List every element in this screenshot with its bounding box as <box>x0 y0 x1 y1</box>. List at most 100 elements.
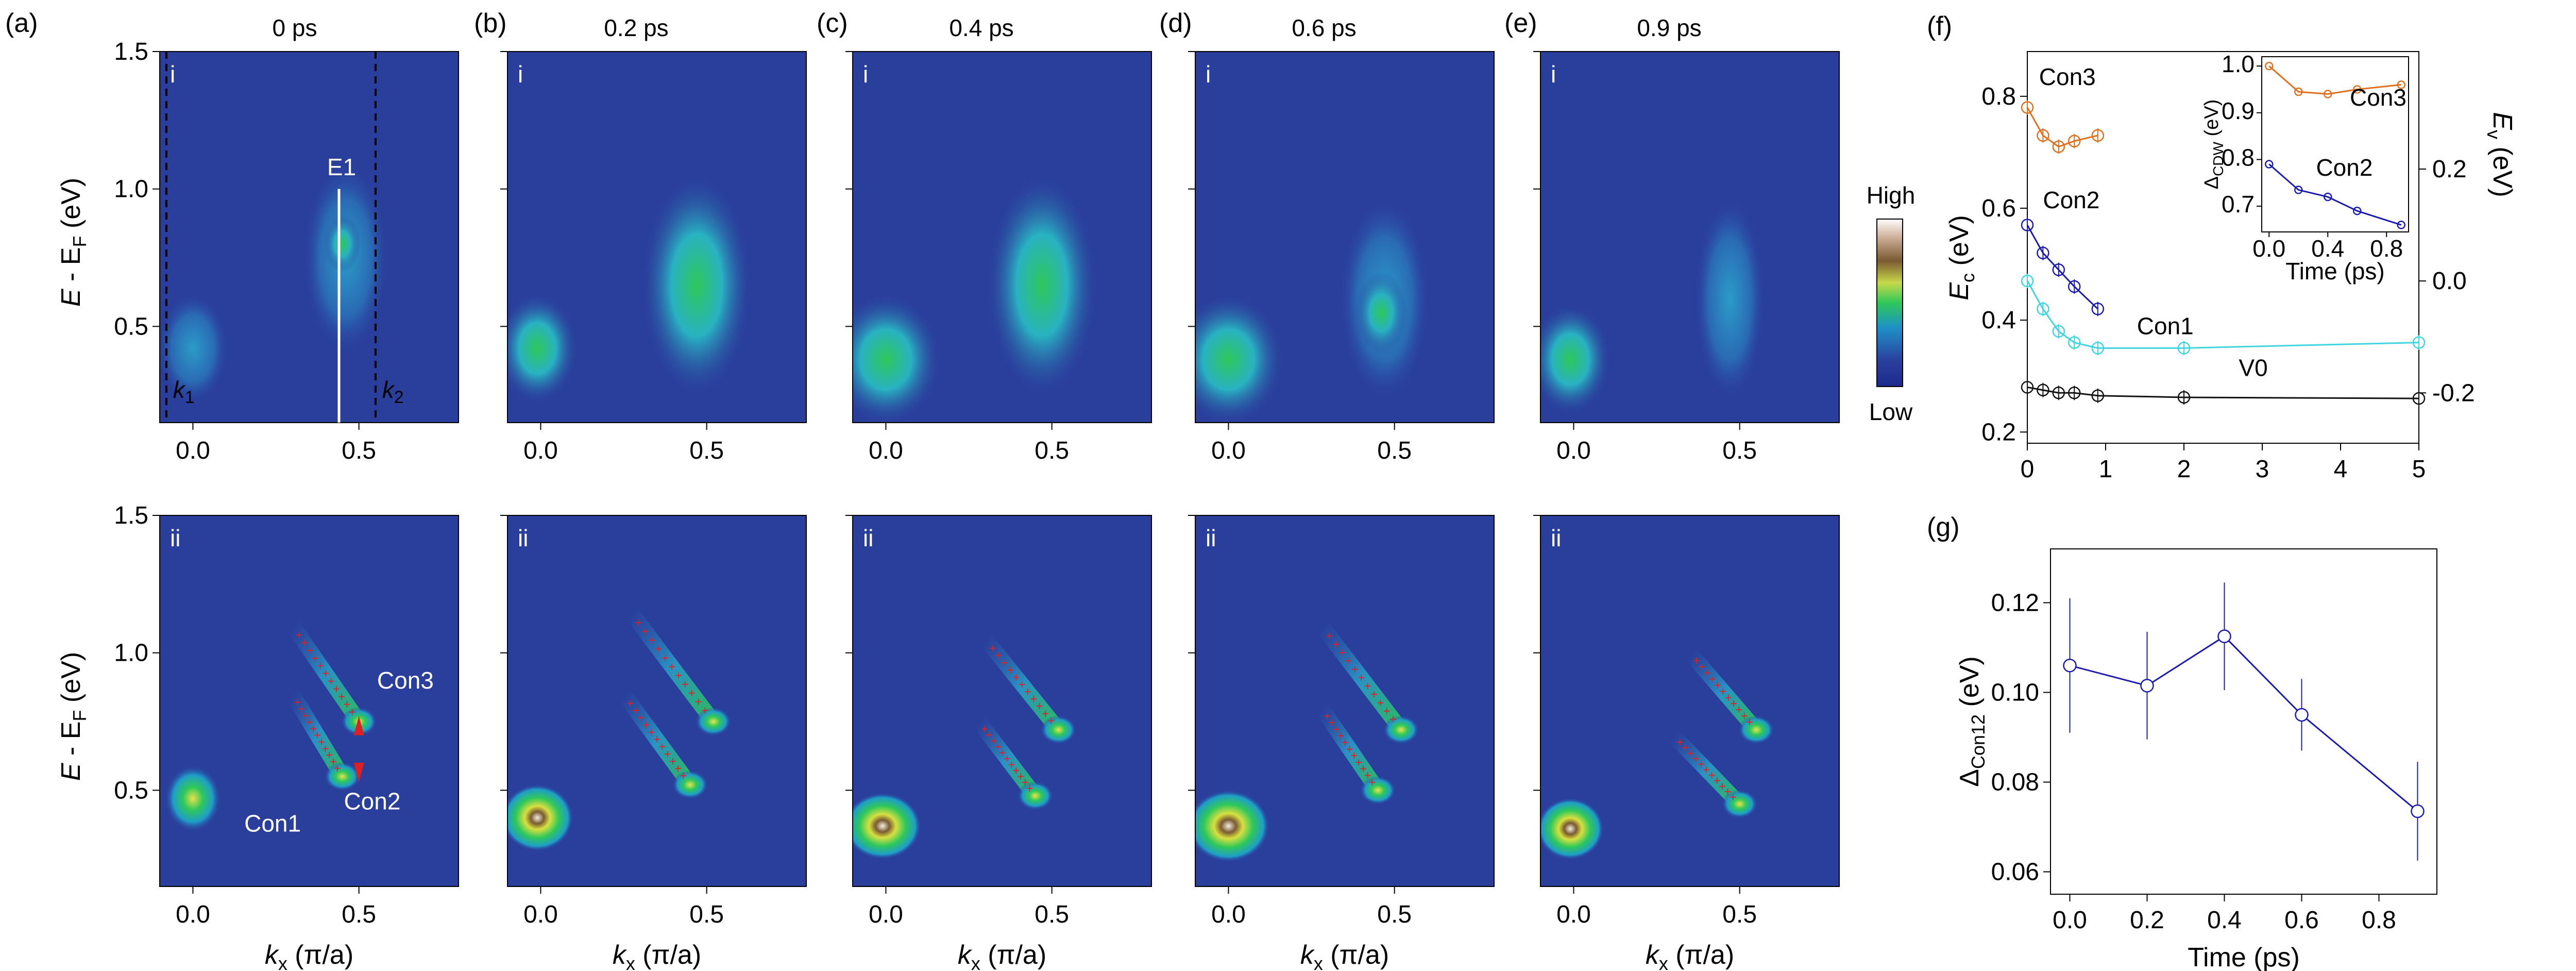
map-title-0: 0 ps <box>273 14 317 41</box>
x-tick-label: 0.5 <box>689 437 724 464</box>
x-tick-label: 0.0 <box>869 437 903 464</box>
xlabel-sub: x <box>278 953 287 971</box>
x-tick-label: 0.5 <box>1722 437 1757 464</box>
fit-marker: + <box>1364 679 1371 693</box>
g-xlabel: Time (ps) <box>2188 943 2300 971</box>
y-tick-label: 0.06 <box>1991 858 2039 885</box>
con2-arrow <box>353 763 364 782</box>
fit-marker: + <box>981 722 988 736</box>
row-label: i <box>863 61 868 88</box>
fit-marker: + <box>326 748 333 762</box>
series-con1 <box>2021 274 2426 356</box>
data-point <box>2140 679 2154 693</box>
y-right-tick-label: 0.0 <box>2432 267 2467 295</box>
inset-data-point <box>2397 221 2405 229</box>
map-xlabel: kx (π/a) <box>1646 940 1734 971</box>
fit-marker: + <box>349 705 356 719</box>
ylabel-unit: (eV) <box>56 652 86 710</box>
map-title-3: 0.6 ps <box>1292 14 1356 41</box>
chart-panel-g: 0.0 0.2 0.4 0.6 0.8 0.06 0.08 0.10 0.12 Time (ps)… <box>1955 548 2437 971</box>
dispersion-band <box>1313 617 1409 738</box>
row-label: ii <box>518 525 528 551</box>
intensity-blob <box>1693 196 1766 402</box>
xlabel-sub: x <box>1659 953 1668 971</box>
fit-marker: + <box>301 636 308 650</box>
row-label: i <box>1206 61 1211 88</box>
map-xlabel: kx (π/a) <box>1300 940 1389 971</box>
map-frame <box>852 515 1152 887</box>
fit-marker: + <box>312 651 319 665</box>
con1-blob <box>507 784 573 851</box>
data-point <box>2067 387 2081 399</box>
intensity-blob <box>160 292 229 405</box>
data-point <box>2177 342 2191 355</box>
map-titles: 0 ps 0.2 ps 0.4 ps 0.6 ps 0.9 ps <box>273 14 1702 41</box>
fit-marker: + <box>1026 782 1033 796</box>
fit-marker: + <box>1383 705 1391 718</box>
intensity-blob <box>324 215 361 273</box>
x-tick-label: 3 <box>2256 456 2269 483</box>
fit-marker: + <box>1377 696 1384 710</box>
intensity-blob <box>1195 292 1285 423</box>
series-label-con1: Con1 <box>2137 312 2194 339</box>
panel-label-g: (g) <box>1927 512 1960 542</box>
fit-marker: + <box>648 726 655 740</box>
x-tick-label: 0.0 <box>1556 437 1591 464</box>
fit-marker: + <box>653 733 660 747</box>
fit-marker: + <box>1682 741 1689 755</box>
ylabel-unit: (eV) <box>1955 656 1985 714</box>
xlabel-k: k <box>265 940 280 970</box>
data-point <box>2021 219 2034 231</box>
fit-marker: + <box>1001 656 1008 670</box>
fit-marker: + <box>1714 678 1721 692</box>
fit-marker: + <box>1368 775 1376 789</box>
fit-marker: + <box>296 628 303 642</box>
inset-data-point <box>2353 85 2362 94</box>
series-label-v0: V0 <box>2239 355 2267 381</box>
fit-marker: + <box>1389 713 1397 727</box>
con3-arrow <box>353 716 364 735</box>
ylabel-e: E <box>56 288 86 307</box>
inset-y-tick-label: 0.9 <box>2222 97 2255 124</box>
map-title-4: 0.9 ps <box>1637 14 1701 41</box>
inset-data-point <box>2294 87 2303 96</box>
chart-panel-f: 0 1 2 3 4 50.20.40.60.8-0.20.00.2Ec (eV)Ev (e… <box>1944 51 2517 483</box>
x-tick-label: 0.5 <box>689 901 724 928</box>
fit-marker: + <box>328 675 335 689</box>
fit-marker: + <box>1004 752 1011 766</box>
map-intensity: ++++++++++++++++++++++ <box>1195 617 1419 862</box>
fit-marker: + <box>322 667 329 681</box>
band-endpoint-blob <box>1721 790 1758 818</box>
fit-marker: + <box>1709 672 1716 686</box>
map-ylabel-bottom: E - EF (eV) <box>56 652 90 781</box>
fit-marker: + <box>1350 749 1358 763</box>
band-endpoint-blob <box>1017 781 1054 810</box>
x-tick-label: 0.0 <box>523 901 558 928</box>
arpes-map-4-ii: ++++++++++++++++++++++ii0.0 0.5kx (π/a) <box>1533 515 1840 971</box>
map-xlabel: kx (π/a) <box>613 940 701 971</box>
ylabel-unit: (eV) <box>1944 215 1974 273</box>
fit-marker: + <box>1364 769 1371 783</box>
fit-marker: + <box>1022 776 1029 790</box>
con1-label: Con1 <box>244 810 301 836</box>
f-ylabel-left: Ec (eV) <box>1944 215 1978 300</box>
map-frame <box>507 515 807 887</box>
k2-sub: 2 <box>394 388 404 407</box>
panel-label-e: (e) <box>1504 8 1537 38</box>
inset-x-tick-label: 0.8 <box>2370 235 2403 262</box>
fit-marker: + <box>1719 779 1726 793</box>
fit-marker: + <box>641 625 649 639</box>
fit-marker: + <box>1332 638 1340 651</box>
fit-marker: + <box>674 762 682 776</box>
data-point <box>2052 140 2065 153</box>
fit-marker: + <box>637 711 645 725</box>
arpes-map-panels: i1.51.00.50.0 0.5++++++++++++++++++++++ii… <box>114 38 1840 971</box>
svg-text:E - EF (eV): E - EF (eV) <box>56 652 90 781</box>
plot-frame <box>2027 51 2419 444</box>
fit-marker: + <box>1746 715 1753 729</box>
fit-marker: + <box>294 696 301 710</box>
g-ylabel: ΔCon12 (eV) <box>1955 656 1989 787</box>
inset-series-line <box>2268 65 2401 95</box>
